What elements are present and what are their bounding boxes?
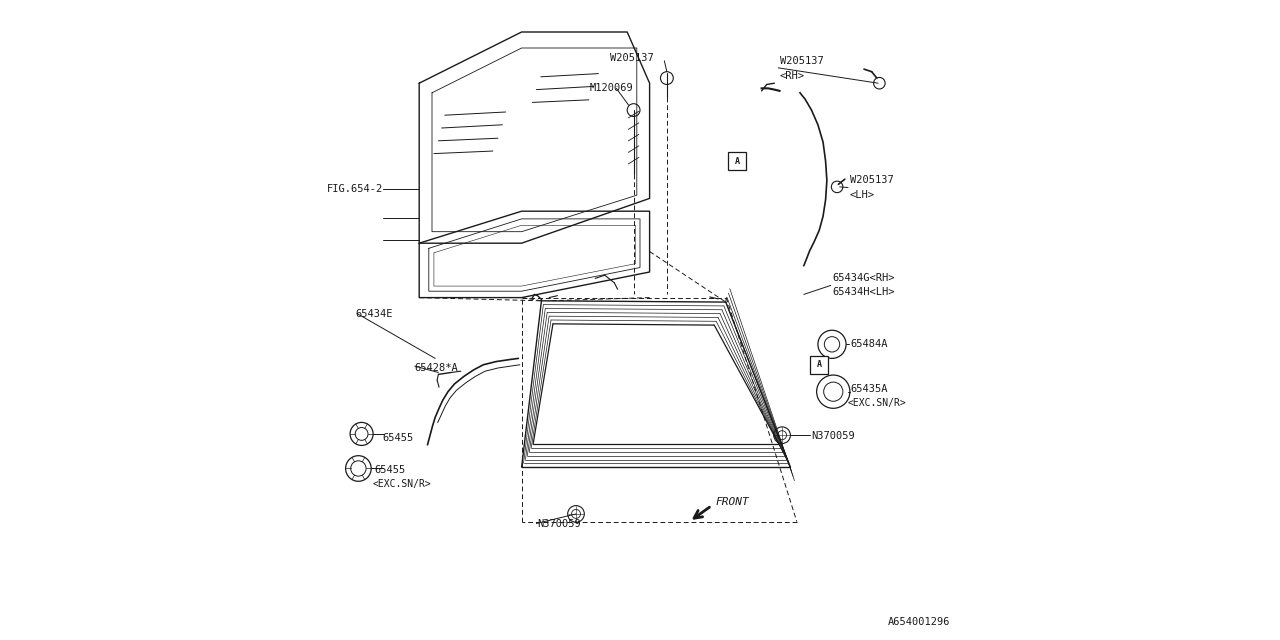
Text: FIG.654-2: FIG.654-2 (326, 184, 383, 194)
Text: 65434G<RH>: 65434G<RH> (832, 273, 895, 284)
Text: 65434H<LH>: 65434H<LH> (832, 287, 895, 298)
Text: M120069: M120069 (589, 83, 634, 93)
Text: W205137: W205137 (780, 56, 823, 66)
Text: 65455: 65455 (383, 433, 413, 444)
Text: W205137: W205137 (611, 52, 654, 63)
Text: FRONT: FRONT (716, 497, 749, 508)
Text: A: A (817, 360, 822, 369)
Text: 65484A: 65484A (850, 339, 887, 349)
Text: 65455: 65455 (374, 465, 406, 476)
Bar (728, 152, 746, 170)
Text: <LH>: <LH> (850, 190, 876, 200)
Text: A654001296: A654001296 (888, 617, 950, 627)
Text: N370059: N370059 (812, 431, 855, 442)
Text: 65428*A: 65428*A (415, 363, 458, 373)
Text: <EXC.SN/R>: <EXC.SN/R> (372, 479, 431, 490)
Text: W205137: W205137 (850, 175, 893, 186)
Text: 65435A: 65435A (850, 384, 887, 394)
Text: <RH>: <RH> (780, 70, 805, 81)
Text: N370059: N370059 (538, 518, 581, 529)
Text: <EXC.SN/R>: <EXC.SN/R> (849, 398, 906, 408)
Bar (810, 356, 828, 374)
Text: A: A (735, 157, 740, 166)
Text: 65434E: 65434E (356, 308, 393, 319)
